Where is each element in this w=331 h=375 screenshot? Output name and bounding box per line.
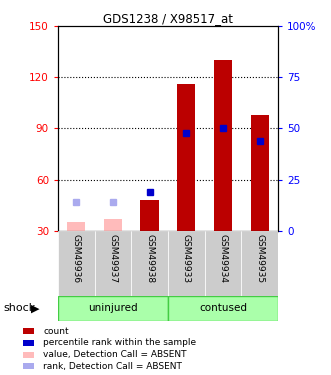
- Bar: [241, 231, 278, 296]
- Text: percentile rank within the sample: percentile rank within the sample: [43, 339, 196, 348]
- Bar: [168, 231, 205, 296]
- Text: GSM49936: GSM49936: [72, 234, 81, 283]
- Bar: [58, 296, 168, 321]
- Text: shock: shock: [3, 303, 35, 313]
- Bar: [140, 200, 159, 231]
- Bar: [131, 231, 168, 296]
- Bar: [58, 231, 95, 296]
- Bar: [23, 340, 34, 346]
- Title: GDS1238 / X98517_at: GDS1238 / X98517_at: [103, 12, 233, 25]
- Bar: [95, 231, 131, 296]
- Bar: [214, 60, 232, 231]
- Bar: [104, 219, 122, 231]
- Text: ▶: ▶: [31, 303, 40, 313]
- Bar: [168, 296, 278, 321]
- Text: value, Detection Call = ABSENT: value, Detection Call = ABSENT: [43, 350, 187, 359]
- Text: rank, Detection Call = ABSENT: rank, Detection Call = ABSENT: [43, 362, 182, 371]
- Bar: [23, 363, 34, 369]
- Text: GSM49937: GSM49937: [109, 234, 118, 283]
- Text: contused: contused: [199, 303, 247, 313]
- Bar: [251, 115, 269, 231]
- Text: GSM49934: GSM49934: [218, 234, 227, 283]
- Text: GSM49933: GSM49933: [182, 234, 191, 283]
- Text: GSM49935: GSM49935: [255, 234, 264, 283]
- Bar: [23, 352, 34, 358]
- Bar: [23, 328, 34, 334]
- Text: uninjured: uninjured: [88, 303, 138, 313]
- Bar: [177, 84, 196, 231]
- Text: count: count: [43, 327, 69, 336]
- Text: GSM49938: GSM49938: [145, 234, 154, 283]
- Bar: [205, 231, 241, 296]
- Bar: [67, 222, 85, 231]
